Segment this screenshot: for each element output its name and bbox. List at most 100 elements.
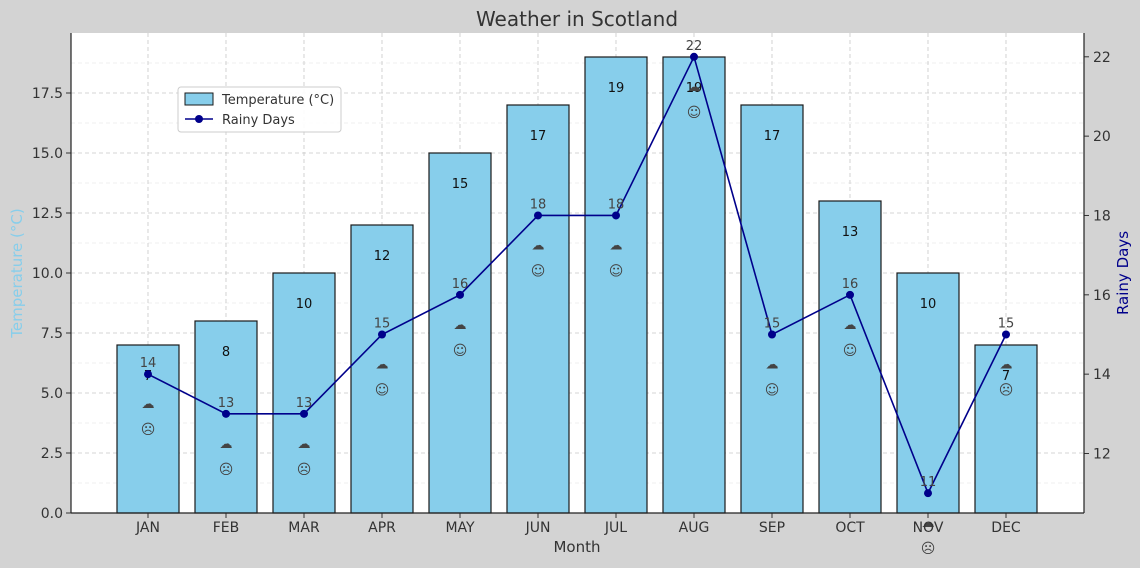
cloud-icon: ☁ (298, 437, 311, 452)
temperature-value-label: 13 (842, 225, 859, 240)
cloud-icon: ☁ (220, 437, 233, 452)
legend-label-rainy-days: Rainy Days (222, 113, 295, 128)
x-tick-label: SEP (759, 520, 785, 536)
rainy-days-point (768, 330, 776, 339)
y2-tick-label: 16 (1093, 288, 1111, 304)
cloud-icon: ☁ (376, 357, 389, 372)
temperature-value-label: 8 (222, 345, 230, 360)
mood-face-icon: ☹ (999, 382, 1014, 398)
rainy-days-point (300, 409, 308, 418)
mood-face-icon: ☺ (843, 343, 858, 359)
temperature-bar (350, 224, 414, 514)
temperature-bar (740, 104, 804, 514)
temperature-bar (506, 104, 570, 514)
rainy-days-value-label: 15 (764, 316, 781, 331)
cloud-icon: ☁ (532, 238, 545, 253)
temperature-bar (428, 152, 492, 514)
cloud-icon: ☁ (1000, 357, 1013, 372)
x-axis-label: Month (553, 538, 600, 556)
rainy-days-value-label: 15 (998, 316, 1015, 331)
rainy-days-point (1002, 330, 1010, 339)
x-tick-label: NOV (913, 520, 944, 536)
rainy-days-value-label: 18 (608, 197, 625, 212)
y-tick-label: 0.0 (41, 506, 63, 522)
legend: Temperature (°C) Rainy Days (177, 86, 342, 133)
rainy-days-point (378, 330, 386, 339)
mood-face-icon: ☺ (531, 263, 546, 279)
y-axis-label: Temperature (°C) (8, 208, 26, 338)
chart-title: Weather in Scotland (476, 7, 678, 31)
y2-tick-label: 20 (1093, 129, 1111, 145)
temperature-bar (896, 272, 960, 514)
y2-axis-label: Rainy Days (1114, 231, 1132, 315)
mood-face-icon: ☹ (219, 462, 234, 478)
axis-layer: 0.0 2.5 5.0 7.5 10.0 12.5 15.0 17.5 12 14 16 18 20 22… (32, 33, 1111, 536)
rainy-days-point (456, 290, 464, 299)
x-tick-label: APR (368, 520, 396, 536)
rainy-days-point (222, 409, 230, 418)
temperature-value-label: 12 (374, 249, 391, 264)
temperature-value-label: 19 (608, 81, 625, 96)
y-tick-label: 7.5 (41, 326, 63, 342)
rainy-days-value-label: 11 (920, 475, 937, 490)
y2-tick-label: 12 (1093, 446, 1111, 462)
rainy-days-value-label: 18 (530, 197, 547, 212)
temperature-bar (974, 344, 1038, 514)
rainy-days-point (144, 370, 152, 379)
y-tick-label: 10.0 (32, 266, 63, 282)
mood-face-icon: ☺ (453, 343, 468, 359)
x-tick-label: DEC (991, 520, 1021, 536)
legend-box (177, 86, 342, 133)
temperature-value-label: 10 (296, 297, 313, 312)
rainy-days-value-label: 13 (296, 396, 313, 411)
rainy-days-point (690, 52, 698, 61)
line-layer: 14 ☁ ☹ 13 ☁ ☹ 13 ☁ ☹ 15 ☁ ☺ 16 ☁ ☺ 18 ☁ ☺ 18 ☁ ☺ 22 ☁ ☺ 15 ☁ ☺ 16 ☁ ☺… (140, 39, 1015, 557)
x-tick-label: MAY (445, 520, 475, 536)
legend-label-temperature: Temperature (°C) (221, 93, 334, 108)
y2-tick-label: 18 (1093, 208, 1111, 224)
rainy-days-value-label: 16 (842, 277, 859, 292)
rainy-days-value-label: 14 (140, 356, 157, 371)
rainy-days-value-label: 13 (218, 396, 235, 411)
y-tick-label: 2.5 (41, 446, 63, 462)
y-tick-label: 17.5 (32, 86, 63, 102)
x-tick-label: MAR (288, 520, 320, 536)
rainy-days-line (147, 54, 1007, 496)
mood-face-icon: ☺ (375, 382, 390, 398)
rainy-days-point (924, 489, 932, 498)
rainy-days-point (534, 211, 542, 220)
x-tick-label: AUG (679, 520, 710, 536)
temperature-value-label: 19 (686, 81, 703, 96)
cloud-icon: ☁ (454, 318, 467, 333)
mood-face-icon: ☹ (921, 541, 936, 557)
temperature-value-label: 17 (530, 129, 547, 144)
cloud-icon: ☁ (844, 318, 857, 333)
cloud-icon: ☁ (142, 397, 155, 412)
mood-face-icon: ☺ (687, 105, 702, 121)
y-tick-label: 12.5 (32, 206, 63, 222)
x-tick-label: OCT (835, 520, 865, 536)
mood-face-icon: ☹ (141, 422, 156, 438)
temperature-value-label: 7 (1002, 369, 1010, 384)
cloud-icon: ☁ (922, 516, 935, 531)
mood-face-icon: ☺ (609, 263, 624, 279)
legend-bar-swatch (184, 92, 214, 106)
cloud-icon: ☁ (610, 238, 623, 253)
y2-tick-label: 22 (1093, 50, 1111, 66)
rainy-days-point (612, 211, 620, 220)
temperature-value-label: 15 (452, 177, 469, 192)
temperature-bar (584, 56, 648, 514)
cloud-icon: ☁ (688, 80, 701, 95)
y-tick-label: 15.0 (32, 146, 63, 162)
x-tick-label: JUL (604, 520, 627, 536)
mood-face-icon: ☹ (297, 462, 312, 478)
x-tick-label: JUN (525, 520, 551, 536)
temperature-bar (818, 200, 882, 514)
rainy-days-value-label: 15 (374, 316, 391, 331)
temperature-bar (662, 56, 726, 514)
cloud-icon: ☁ (766, 357, 779, 372)
x-tick-label: JAN (135, 520, 160, 536)
rainy-days-value-label: 22 (686, 39, 703, 54)
